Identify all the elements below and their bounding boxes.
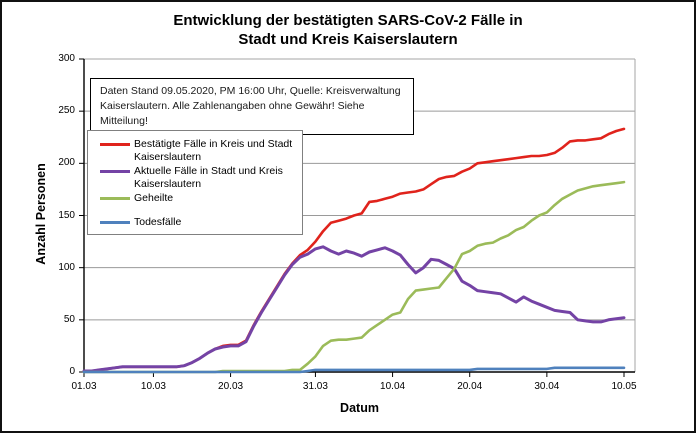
legend-line-green-icon xyxy=(100,197,130,200)
legend: Bestätigte Fälle in Kreis und Stadt Kais… xyxy=(87,130,303,235)
y-tick-label: 250 xyxy=(58,105,75,117)
chart-title-line2: Stadt und Kreis Kaiserslautern xyxy=(238,31,458,48)
y-tick-label: 150 xyxy=(58,209,75,221)
chart-title-line1: Entwicklung der bestätigten SARS-CoV-2 F… xyxy=(173,12,523,29)
y-tick-label: 300 xyxy=(58,53,75,64)
x-tick-label: 10.03 xyxy=(140,381,166,392)
chart-title: Entwicklung der bestätigten SARS-CoV-2 F… xyxy=(2,11,694,49)
series-line-1 xyxy=(82,245,626,373)
legend-item-aktuelle: Aktuelle Fälle in Stadt und Kreis Kaiser… xyxy=(100,165,302,191)
legend-label-bestaetigte: Bestätigte Fälle in Kreis und Stadt Kais… xyxy=(134,138,293,163)
annotation-line1: Daten Stand 09.05.2020, PM 16:00 Uhr, Qu… xyxy=(100,85,401,97)
x-axis-title: Datum xyxy=(340,401,379,415)
annotation-box: Daten Stand 09.05.2020, PM 16:00 Uhr, Qu… xyxy=(90,78,414,135)
y-tick-label: 100 xyxy=(58,261,75,273)
y-tick-label: 200 xyxy=(58,157,75,169)
legend-item-geheilte: Geheilte xyxy=(100,192,302,205)
legend-line-purple-icon xyxy=(100,170,130,173)
x-tick-label: 20.03 xyxy=(218,381,244,392)
x-tick-label: 10.04 xyxy=(380,381,406,392)
legend-line-red-icon xyxy=(100,143,130,146)
legend-label-todesfaelle: Todesfälle xyxy=(134,216,182,228)
x-tick-label: 01.03 xyxy=(71,381,97,392)
legend-item-bestaetigte: Bestätigte Fälle in Kreis und Stadt Kais… xyxy=(100,138,302,164)
y-tick-label: 50 xyxy=(63,313,75,325)
annotation-line2: Kaiserslautern. Alle Zahlenangaben ohne … xyxy=(100,100,365,127)
legend-label-aktuelle: Aktuelle Fälle in Stadt und Kreis Kaiser… xyxy=(134,165,283,190)
y-tick-label: 0 xyxy=(69,366,75,377)
x-tick-label: 30.04 xyxy=(534,381,560,392)
legend-line-blue-icon xyxy=(100,221,130,224)
x-tick-label: 10.05 xyxy=(611,381,637,392)
x-tick-label: 20.04 xyxy=(457,381,483,392)
legend-label-geheilte: Geheilte xyxy=(134,192,174,204)
x-tick-label: 31.03 xyxy=(302,381,328,392)
legend-item-todesfaelle: Todesfälle xyxy=(100,216,302,229)
series-line-3 xyxy=(82,366,626,374)
